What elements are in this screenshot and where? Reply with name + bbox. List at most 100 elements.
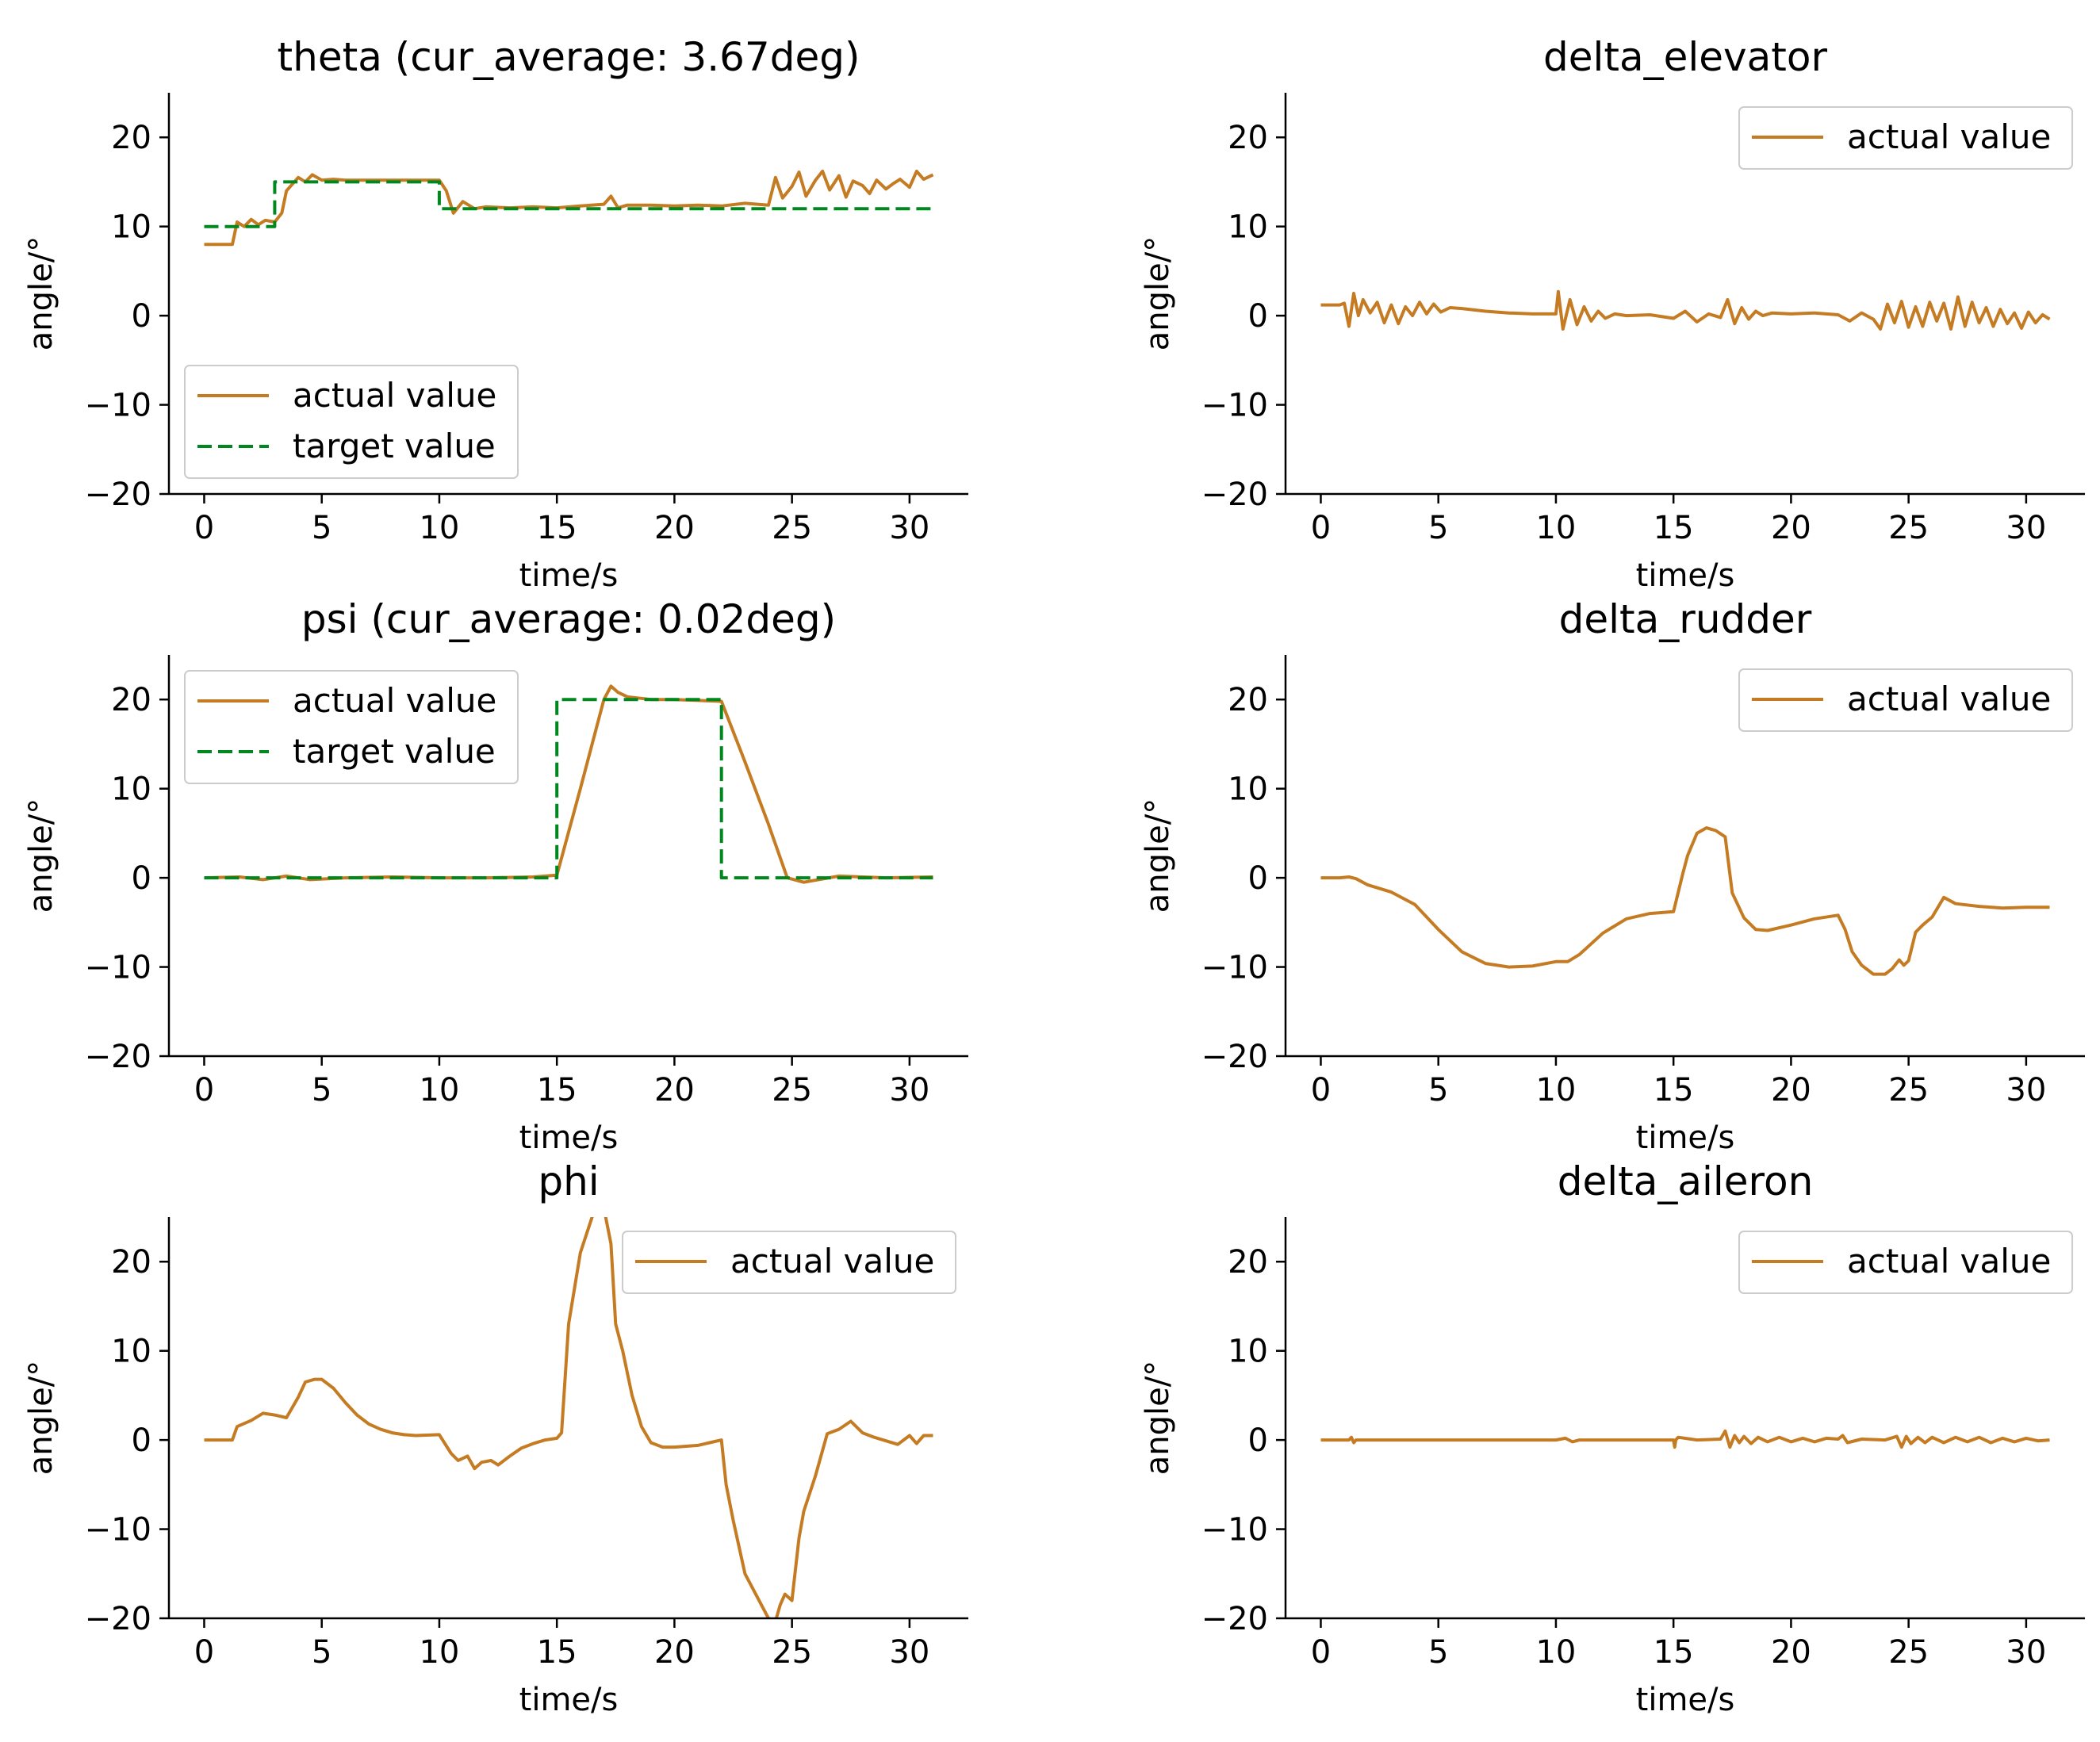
x-tick-label: 20: [654, 1072, 695, 1108]
x-tick-label: 15: [537, 1634, 577, 1671]
x-tick-label: 30: [2006, 1634, 2046, 1671]
x-tick-label: 25: [1888, 510, 1929, 546]
y-tick-label: −10: [1201, 950, 1268, 986]
y-axis-label: angle/°: [23, 1361, 59, 1475]
x-tick-label: 25: [1888, 1634, 1929, 1671]
x-tick-label: 30: [2006, 1072, 2046, 1108]
panel-theta: 0 5 10 15 20 25 30 −20 −10 0 10 20 theta (cur_averag…: [23, 34, 968, 594]
x-tick-label: 0: [194, 1072, 214, 1108]
x-tick-label: 0: [1311, 1634, 1331, 1671]
y-tick-label: 0: [1248, 1422, 1268, 1459]
legend-box: [184, 670, 519, 784]
y-tick-label: 20: [111, 1244, 151, 1281]
y-tick-label: 20: [1228, 120, 1268, 156]
x-tick-label: 20: [1771, 1634, 1811, 1671]
legend: actual value target value: [184, 365, 519, 479]
x-tick-label: 10: [419, 1072, 459, 1108]
y-axis-label: angle/°: [23, 798, 59, 913]
y-tick-label: −20: [85, 477, 151, 513]
x-tick-label: 15: [1654, 1072, 1694, 1108]
y-tick-label: 10: [111, 1334, 151, 1370]
y-tick-label: 10: [111, 209, 151, 246]
series-line-actual: [204, 170, 934, 247]
legend: actual value: [1738, 106, 2073, 170]
legend-box: [1738, 1231, 2073, 1294]
y-axis-label: angle/°: [23, 236, 59, 350]
y-tick-label: 10: [1228, 209, 1268, 246]
x-tick-label: 0: [1311, 1072, 1331, 1108]
chart-title: delta_aileron: [1558, 1158, 1814, 1204]
y-tick-label: 0: [1248, 860, 1268, 897]
y-tick-label: 10: [1228, 771, 1268, 808]
x-tick-label: 10: [1535, 1072, 1576, 1108]
legend: actual value target value: [184, 670, 519, 784]
x-tick-label: 15: [1654, 510, 1694, 546]
x-tick-label: 30: [889, 510, 929, 546]
legend-label: target value: [293, 427, 496, 465]
x-tick-label: 5: [1428, 1072, 1448, 1108]
legend-label: actual value: [1847, 1242, 2051, 1281]
y-tick-label: 10: [111, 771, 151, 808]
x-tick-label: 25: [772, 1634, 812, 1671]
y-tick-label: 20: [111, 682, 151, 718]
x-tick-label: 5: [312, 1634, 331, 1671]
y-tick-label: 0: [132, 1422, 151, 1459]
y-tick-label: −20: [85, 1601, 151, 1637]
legend: actual value: [1738, 1231, 2073, 1294]
y-tick-label: 20: [1228, 1244, 1268, 1281]
x-tick-label: 20: [654, 510, 695, 546]
y-tick-label: 20: [111, 120, 151, 156]
y-tick-label: −10: [1201, 388, 1268, 424]
y-tick-label: −20: [1201, 1601, 1268, 1637]
legend-box: [622, 1231, 956, 1294]
x-tick-label: 25: [1888, 1072, 1929, 1108]
y-tick-label: 0: [132, 298, 151, 335]
y-tick-label: 10: [1228, 1334, 1268, 1370]
series-line-actual: [1320, 289, 2051, 331]
legend-box: [184, 365, 519, 479]
x-tick-label: 0: [194, 510, 214, 546]
x-axis-label: time/s: [519, 1120, 619, 1156]
legend-label: actual value: [1847, 680, 2051, 718]
x-tick-label: 30: [889, 1634, 929, 1671]
x-tick-label: 5: [1428, 510, 1448, 546]
x-tick-label: 20: [1771, 1072, 1811, 1108]
x-tick-label: 25: [772, 1072, 812, 1108]
x-tick-label: 25: [772, 510, 812, 546]
chart-title: delta_elevator: [1543, 34, 1827, 80]
x-tick-label: 15: [537, 510, 577, 546]
chart-title: psi (cur_average: 0.02deg): [301, 596, 836, 642]
x-tick-label: 10: [419, 510, 459, 546]
x-tick-label: 20: [654, 1634, 695, 1671]
x-tick-label: 20: [1771, 510, 1811, 546]
y-tick-label: −10: [1201, 1512, 1268, 1549]
series-line-actual: [1320, 1429, 2050, 1449]
x-tick-label: 10: [1535, 510, 1576, 546]
x-axis-label: time/s: [1636, 1682, 1735, 1718]
series-line-target: [204, 698, 933, 880]
x-tick-label: 30: [2006, 510, 2046, 546]
legend-label: actual value: [1847, 117, 2051, 156]
chart-title: theta (cur_average: 3.67deg): [278, 34, 860, 80]
legend-label: actual value: [293, 681, 496, 720]
y-tick-label: −20: [85, 1039, 151, 1075]
x-axis-label: time/s: [1636, 1120, 1735, 1156]
x-tick-label: 5: [1428, 1634, 1448, 1671]
x-tick-label: 10: [1535, 1634, 1576, 1671]
y-axis-label: angle/°: [1140, 798, 1176, 913]
chart-title: phi: [538, 1158, 599, 1204]
x-tick-label: 15: [537, 1072, 577, 1108]
x-tick-label: 15: [1654, 1634, 1694, 1671]
chart-title: delta_rudder: [1559, 596, 1812, 642]
panel-delta_rudder: 0 5 10 15 20 25 30 −20 −10 0 10 20 delta_rudder time/…: [1140, 596, 2085, 1156]
x-tick-label: 10: [419, 1634, 459, 1671]
y-tick-label: −10: [85, 950, 151, 986]
y-tick-label: 0: [1248, 298, 1268, 335]
panel-phi: 0 5 10 15 20 25 30 −20 −10 0 10 20 phi time/s angle/° a…: [23, 1158, 968, 1718]
y-axis-label: angle/°: [1140, 1361, 1176, 1475]
x-axis-label: time/s: [519, 1682, 619, 1718]
x-tick-label: 30: [889, 1072, 929, 1108]
x-tick-label: 5: [312, 510, 331, 546]
y-tick-label: −20: [1201, 1039, 1268, 1075]
